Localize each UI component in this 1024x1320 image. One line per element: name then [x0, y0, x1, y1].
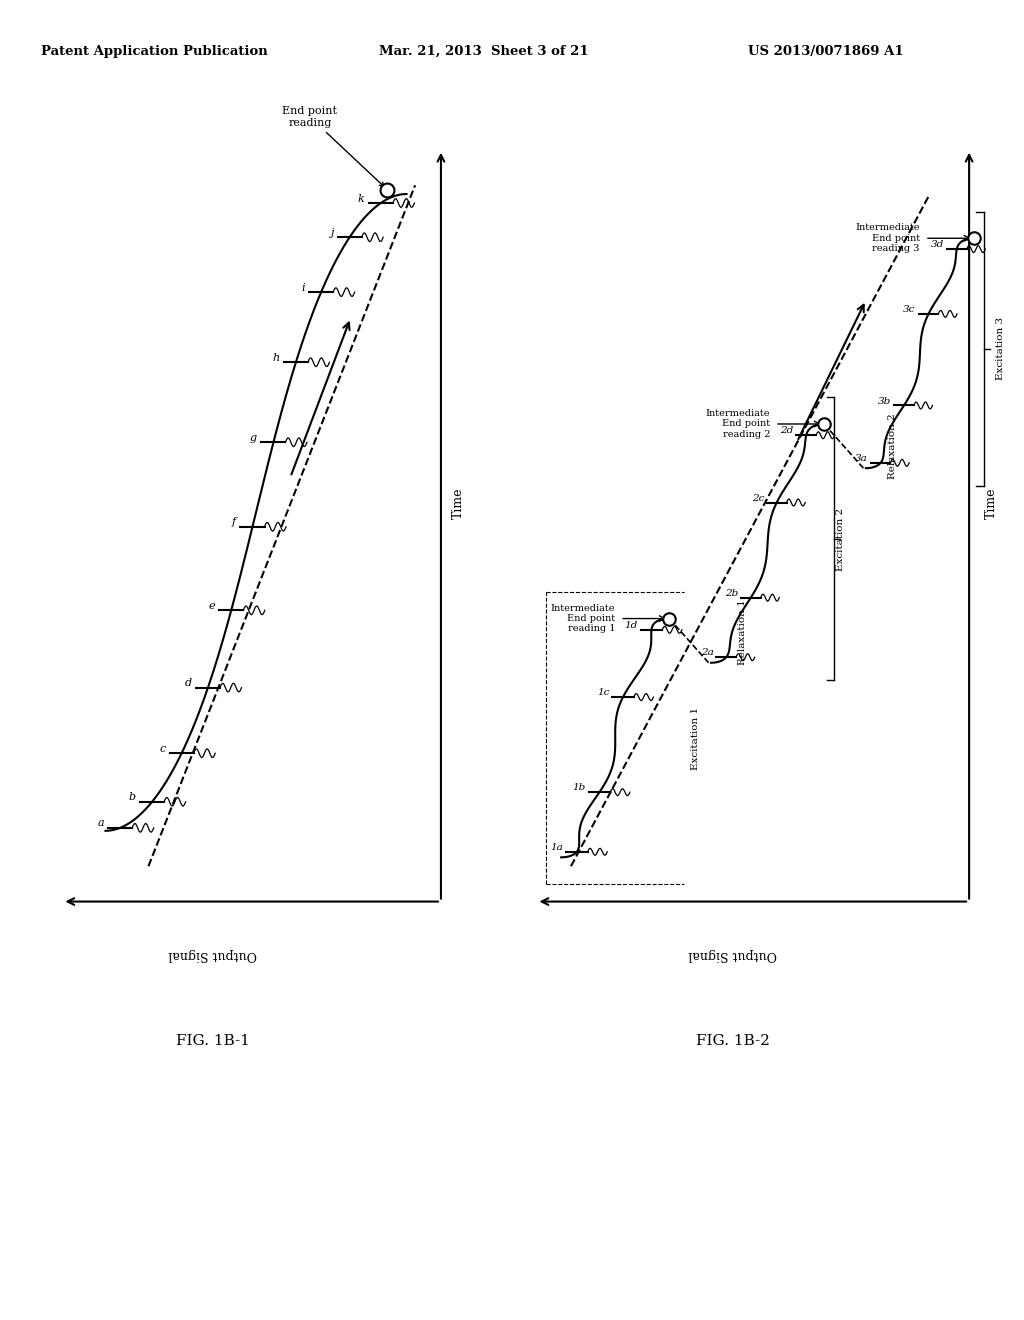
Text: 3a: 3a	[855, 454, 867, 463]
Text: 1a: 1a	[550, 843, 563, 851]
Text: 1b: 1b	[572, 783, 586, 792]
Text: 2d: 2d	[780, 426, 794, 436]
Text: Time: Time	[452, 488, 465, 519]
Text: Patent Application Publication: Patent Application Publication	[41, 45, 267, 58]
Text: FIG. 1B-1: FIG. 1B-1	[176, 1035, 250, 1048]
Text: Mar. 21, 2013  Sheet 3 of 21: Mar. 21, 2013 Sheet 3 of 21	[379, 45, 589, 58]
Text: h: h	[272, 352, 280, 363]
Text: Excitation 1: Excitation 1	[691, 706, 700, 770]
Text: Output Signal: Output Signal	[169, 948, 257, 961]
Text: US 2013/0071869 A1: US 2013/0071869 A1	[748, 45, 903, 58]
Text: g: g	[250, 433, 257, 442]
Text: End point
reading: End point reading	[283, 106, 384, 186]
Text: Intermediate
End point
reading 2: Intermediate End point reading 2	[706, 409, 770, 438]
Text: Time: Time	[985, 488, 997, 519]
Text: Output Signal: Output Signal	[689, 948, 777, 961]
Text: e: e	[208, 601, 215, 611]
Text: c: c	[159, 743, 165, 754]
Text: 3c: 3c	[903, 305, 915, 314]
Text: d: d	[184, 678, 191, 688]
Text: j: j	[330, 228, 333, 238]
Text: i: i	[301, 282, 305, 293]
Text: f: f	[232, 517, 237, 527]
Text: Relaxation 2: Relaxation 2	[888, 413, 897, 479]
Text: 1c: 1c	[597, 688, 609, 697]
Text: 1d: 1d	[625, 620, 638, 630]
Text: a: a	[97, 818, 103, 829]
Text: b: b	[129, 792, 136, 803]
Text: Intermediate
End point
reading 3: Intermediate End point reading 3	[855, 223, 920, 253]
Text: 3d: 3d	[931, 240, 944, 249]
Text: 2a: 2a	[700, 648, 714, 657]
Text: Excitation 2: Excitation 2	[837, 507, 846, 570]
Text: 2b: 2b	[725, 589, 738, 598]
Text: k: k	[357, 194, 365, 203]
Text: Excitation 3: Excitation 3	[996, 317, 1006, 380]
Text: Relaxation 1: Relaxation 1	[738, 599, 748, 665]
Text: FIG. 1B-2: FIG. 1B-2	[696, 1035, 770, 1048]
Text: Intermediate
End point
reading 1: Intermediate End point reading 1	[551, 603, 615, 634]
Text: 2c: 2c	[752, 494, 764, 503]
Text: 3b: 3b	[878, 396, 891, 405]
